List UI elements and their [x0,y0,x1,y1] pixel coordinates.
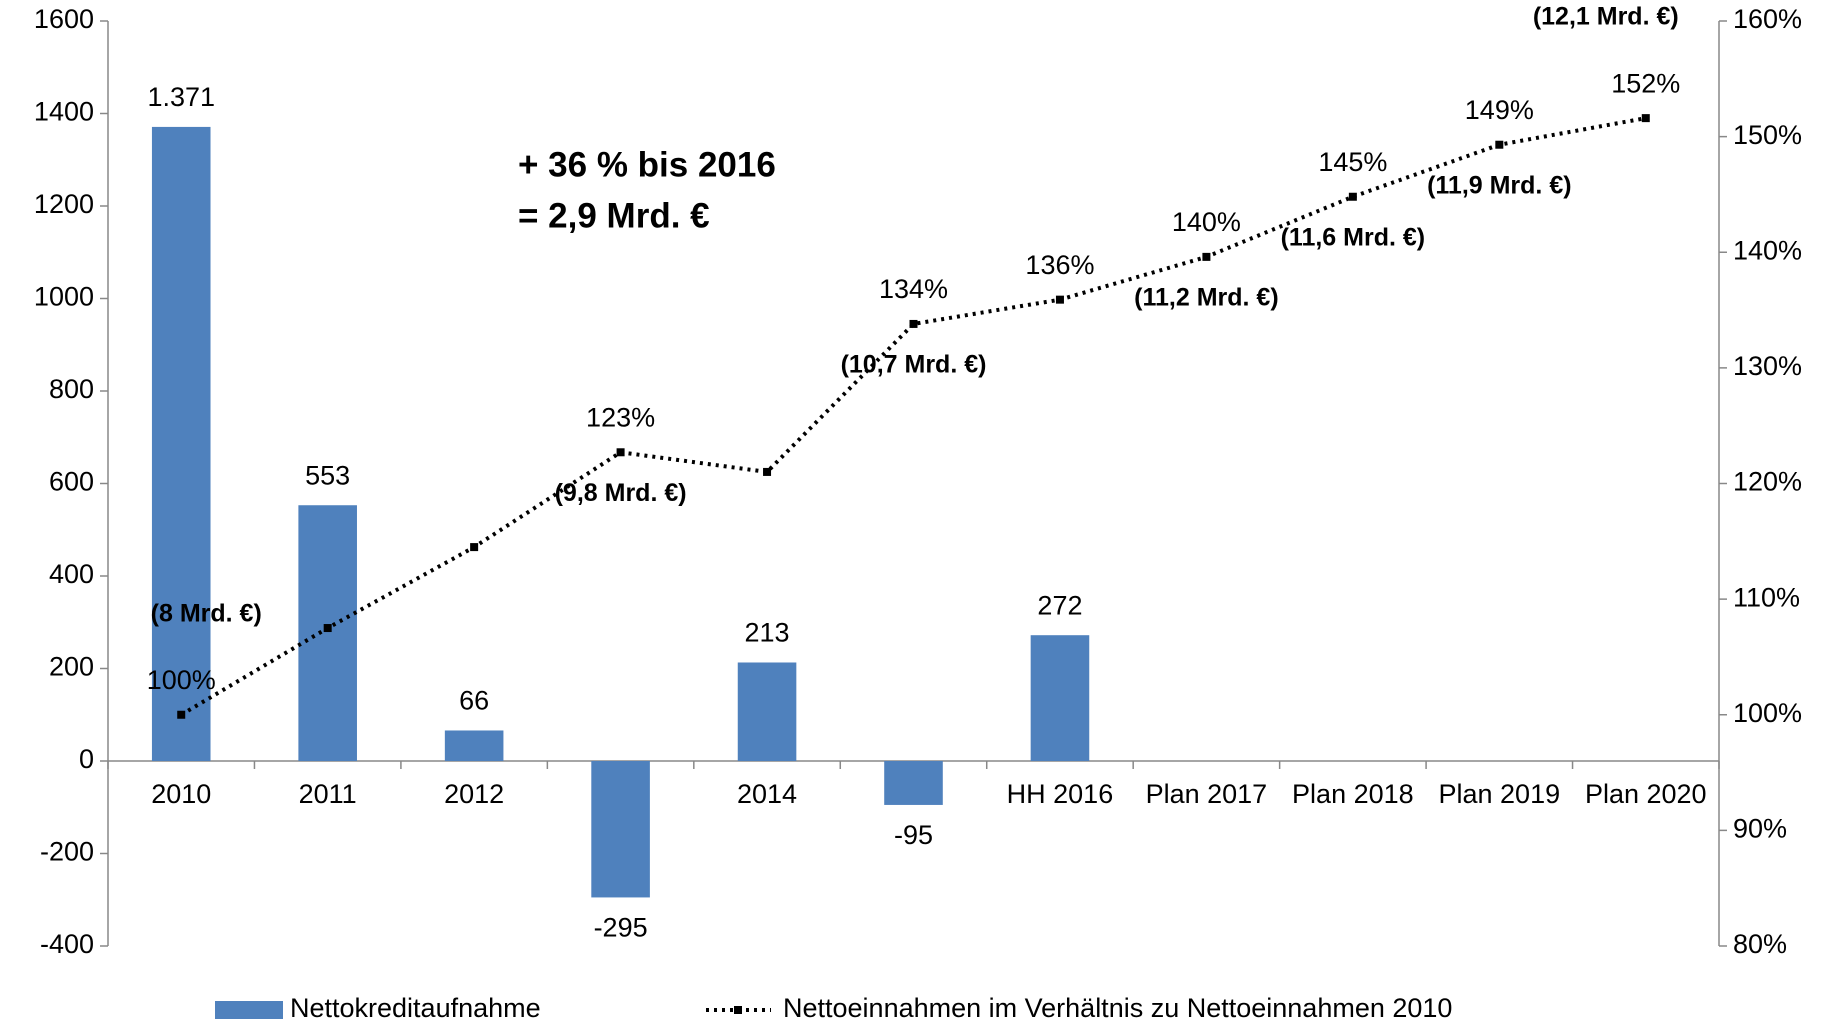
x-tick-label: HH 2016 [1007,779,1114,809]
bar [1030,635,1090,761]
line-marker [323,624,332,633]
bar [444,730,504,761]
line-marker [1495,140,1504,149]
point-label: 136% [1025,250,1094,280]
y-tick-label: 800 [49,374,94,404]
point-label: 123% [586,402,655,432]
x-tick-label: Plan 2017 [1146,779,1268,809]
y2-tick-label: 110% [1733,582,1800,612]
line-marker [763,467,772,476]
y-tick-label: 1600 [34,4,94,34]
bar-label: 1.371 [147,82,215,112]
y2-tick-label: 120% [1733,467,1802,497]
bar-label: 66 [459,686,489,716]
point-label: 134% [879,274,948,304]
y2-tick-label: 150% [1733,120,1802,150]
y-tick-label: 400 [49,559,94,589]
y2-tick-label: 140% [1733,235,1802,265]
x-tick-label: Plan 2019 [1439,779,1561,809]
x-tick-label: Plan 2018 [1292,779,1414,809]
line-marker [616,448,625,457]
y2-tick-label: 100% [1733,698,1802,728]
line-marker [909,319,918,328]
y2-tick-label: 90% [1733,814,1787,844]
point-label: 149% [1465,95,1534,125]
amount-label: (11,6 Mrd. €) [1281,223,1426,251]
bar [151,126,211,762]
x-tick-label: 2010 [151,779,211,809]
annotation: + 36 % bis 2016 [518,145,776,184]
legend-marker [734,1006,742,1014]
bar [737,662,797,761]
line [180,116,1647,717]
amount-label: (12,1 Mrd. €) [1533,3,1679,31]
y-tick-label: -400 [40,929,94,959]
x-tick-label: 2014 [737,779,797,809]
y2-tick-label: 160% [1733,4,1802,34]
line-marker [470,543,479,552]
y-tick-label: 0 [79,744,94,774]
x-tick-label: 2012 [444,779,504,809]
bar [298,505,357,761]
y-tick-label: -200 [40,837,94,867]
bar-label: 272 [1037,590,1082,620]
amount-label: (11,9 Mrd. €) [1427,171,1572,199]
line-marker [1055,295,1064,304]
y-tick-label: 1000 [34,282,94,312]
bar-label: 213 [745,618,790,648]
point-label: 140% [1172,207,1241,237]
point-label: 152% [1611,68,1680,98]
legend-swatch [215,1001,283,1019]
x-tick-label: Plan 2020 [1585,779,1707,809]
point-label: 100% [147,665,216,695]
bar-label: 553 [305,460,350,490]
legend-label: Nettokreditaufnahme [290,993,541,1023]
x-tick-label: 2011 [299,779,357,809]
line-marker [177,710,186,719]
bar [591,761,650,898]
amount-label: (11,2 Mrd. €) [1134,283,1279,311]
y-tick-label: 200 [49,652,94,682]
y2-tick-label: 130% [1733,351,1802,381]
bar-label: -95 [894,820,933,850]
legend-label: Nettoeinnahmen im Verhältnis zu Nettoein… [783,993,1452,1023]
bar-label: -295 [594,913,648,943]
point-label: 145% [1318,147,1387,177]
line-marker [1202,252,1211,261]
amount-label: (10,7 Mrd. €) [841,351,987,379]
y-tick-label: 1400 [34,97,94,127]
annotation: = 2,9 Mrd. € [518,196,710,235]
amount-label: (8 Mrd. €) [151,599,262,627]
line-marker [1641,114,1650,123]
y2-tick-label: 80% [1733,929,1787,959]
bar [884,761,943,805]
amount-label: (9,8 Mrd. €) [555,479,687,507]
y-tick-label: 600 [49,467,94,497]
line-marker [1348,192,1357,201]
y-tick-label: 1200 [34,189,94,219]
